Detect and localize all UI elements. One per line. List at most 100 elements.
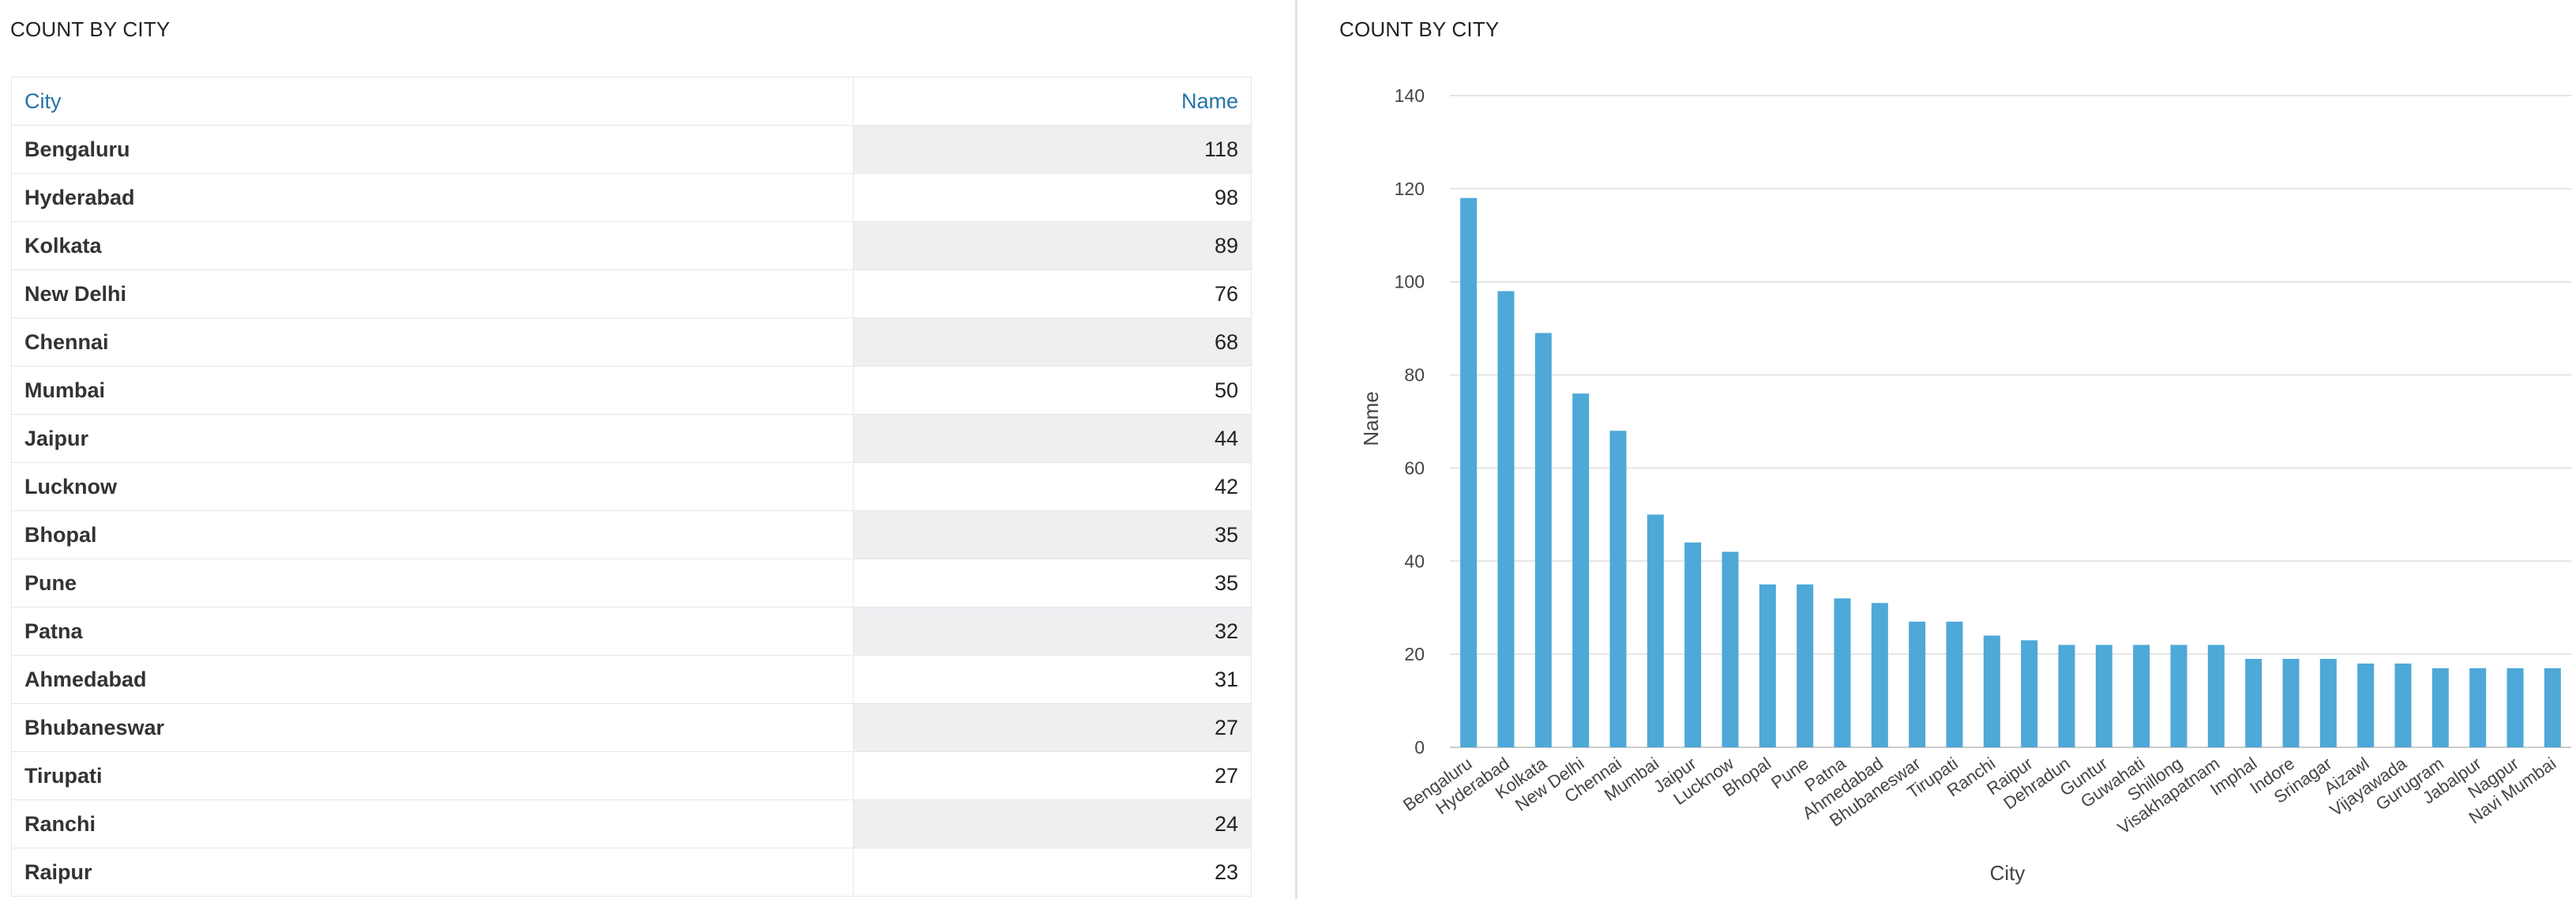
count-cell: 44 [853, 414, 1252, 463]
count-cell: 35 [853, 510, 1252, 559]
count-cell: 89 [853, 221, 1252, 270]
bar[interactable] [1497, 291, 1515, 748]
city-cell: New Delhi [11, 269, 854, 318]
city-cell: Bengaluru [11, 125, 854, 174]
table-row[interactable]: Bengaluru 118 [11, 125, 1252, 174]
bars [1460, 197, 2561, 748]
table-panel: COUNT BY CITY City Name Bengaluru 118 Hyde… [0, 0, 1279, 899]
city-cell: Raipur [11, 848, 854, 897]
count-cell: 27 [853, 751, 1252, 800]
count-cell: 68 [853, 318, 1252, 367]
bar[interactable] [1871, 603, 1888, 747]
chart-panel: COUNT BY CITY 0 20 40 60 80 100 120 140 Bengalu… [1298, 0, 2576, 899]
table-header-row: City Name [11, 77, 1252, 126]
city-cell: Tirupati [11, 751, 854, 800]
bar[interactable] [2431, 668, 2449, 747]
city-cell: Chennai [11, 318, 854, 367]
count-cell: 98 [853, 173, 1252, 222]
chart-panel-title: COUNT BY CITY [1339, 17, 1500, 41]
bar[interactable] [1647, 514, 1664, 747]
bar[interactable] [2245, 659, 2262, 747]
count-cell: 32 [853, 607, 1252, 656]
y-tick-label: 140 [1395, 85, 1425, 106]
bar[interactable] [1460, 197, 1478, 748]
y-axis-ticks: 0 20 40 60 80 100 120 140 [1395, 85, 1425, 758]
bar[interactable] [2021, 640, 2038, 747]
table-panel-title: COUNT BY CITY [10, 17, 171, 41]
count-cell: 23 [853, 848, 1252, 897]
table-row[interactable]: Raipur 23 [11, 848, 1252, 897]
count-cell: 35 [853, 559, 1252, 607]
y-tick-label: 80 [1404, 365, 1425, 386]
city-cell: Jaipur [11, 414, 854, 463]
y-tick-label: 120 [1395, 179, 1425, 199]
city-cell: Hyderabad [11, 173, 854, 222]
column-header-city[interactable]: City [11, 77, 854, 126]
y-tick-label: 60 [1404, 457, 1425, 478]
column-header-name[interactable]: Name [853, 77, 1252, 126]
city-cell: Bhubaneswar [11, 703, 854, 752]
table-row[interactable]: Pune 35 [11, 559, 1252, 607]
table-row[interactable]: Lucknow 42 [11, 462, 1252, 511]
table-row[interactable]: Chennai 68 [11, 318, 1252, 367]
bar[interactable] [1797, 584, 1814, 747]
x-axis-label: City [1990, 861, 2026, 885]
bar[interactable] [2507, 668, 2524, 747]
table-row[interactable]: Bhopal 35 [11, 510, 1252, 559]
city-cell: Kolkata [11, 221, 854, 270]
bar[interactable] [1983, 635, 2000, 747]
city-cell: Pune [11, 559, 854, 607]
y-tick-label: 40 [1404, 551, 1425, 571]
bar[interactable] [2282, 659, 2300, 747]
bar[interactable] [2544, 668, 2561, 747]
bar[interactable] [2394, 663, 2412, 747]
bar[interactable] [2170, 645, 2187, 747]
count-cell: 50 [853, 366, 1252, 415]
bar[interactable] [2058, 645, 2075, 747]
bar[interactable] [2357, 663, 2375, 747]
bar[interactable] [1909, 621, 1926, 747]
table-row[interactable]: New Delhi 76 [11, 269, 1252, 318]
city-cell: Mumbai [11, 366, 854, 415]
table-row[interactable]: Hyderabad 98 [11, 173, 1252, 222]
table-row[interactable]: Tirupati 27 [11, 751, 1252, 800]
city-cell: Ahmedabad [11, 655, 854, 704]
bar[interactable] [1534, 333, 1552, 747]
bar[interactable] [1572, 393, 1590, 747]
count-cell: 24 [853, 799, 1252, 848]
bar-chart: 0 20 40 60 80 100 120 140 BengaluruHyderabadKol… [1359, 85, 2571, 885]
bar[interactable] [1834, 598, 1851, 747]
bar[interactable] [2319, 659, 2337, 747]
city-cell: Patna [11, 607, 854, 656]
table-row[interactable]: Patna 32 [11, 607, 1252, 656]
y-tick-label: 100 [1395, 272, 1425, 292]
grid-lines [1450, 95, 2571, 748]
table-row[interactable]: Mumbai 50 [11, 366, 1252, 415]
count-cell: 118 [853, 125, 1252, 174]
table-row[interactable]: Jaipur 44 [11, 414, 1252, 463]
bar[interactable] [1759, 584, 1776, 747]
y-axis-label: Name [1359, 391, 1383, 446]
bar[interactable] [1946, 621, 1963, 747]
bar[interactable] [1722, 551, 1739, 748]
city-cell: Bhopal [11, 510, 854, 559]
count-by-city-table: City Name Bengaluru 118 Hyderabad 98 Kolkata… [11, 77, 1252, 897]
bar[interactable] [1609, 431, 1627, 747]
table-row[interactable]: Ahmedabad 31 [11, 655, 1252, 704]
table-row[interactable]: Ranchi 24 [11, 799, 1252, 848]
bar[interactable] [2095, 645, 2112, 747]
count-cell: 76 [853, 269, 1252, 318]
bar[interactable] [2469, 668, 2487, 747]
count-cell: 31 [853, 655, 1252, 704]
bar[interactable] [2207, 645, 2225, 747]
y-tick-label: 20 [1404, 644, 1425, 664]
count-cell: 42 [853, 462, 1252, 511]
bar[interactable] [2133, 645, 2150, 747]
city-cell: Lucknow [11, 462, 854, 511]
table-row[interactable]: Kolkata 89 [11, 221, 1252, 270]
y-tick-label: 0 [1414, 737, 1425, 758]
bar[interactable] [1684, 542, 1702, 747]
panel-divider[interactable] [1295, 0, 1297, 899]
table-row[interactable]: Bhubaneswar 27 [11, 703, 1252, 752]
